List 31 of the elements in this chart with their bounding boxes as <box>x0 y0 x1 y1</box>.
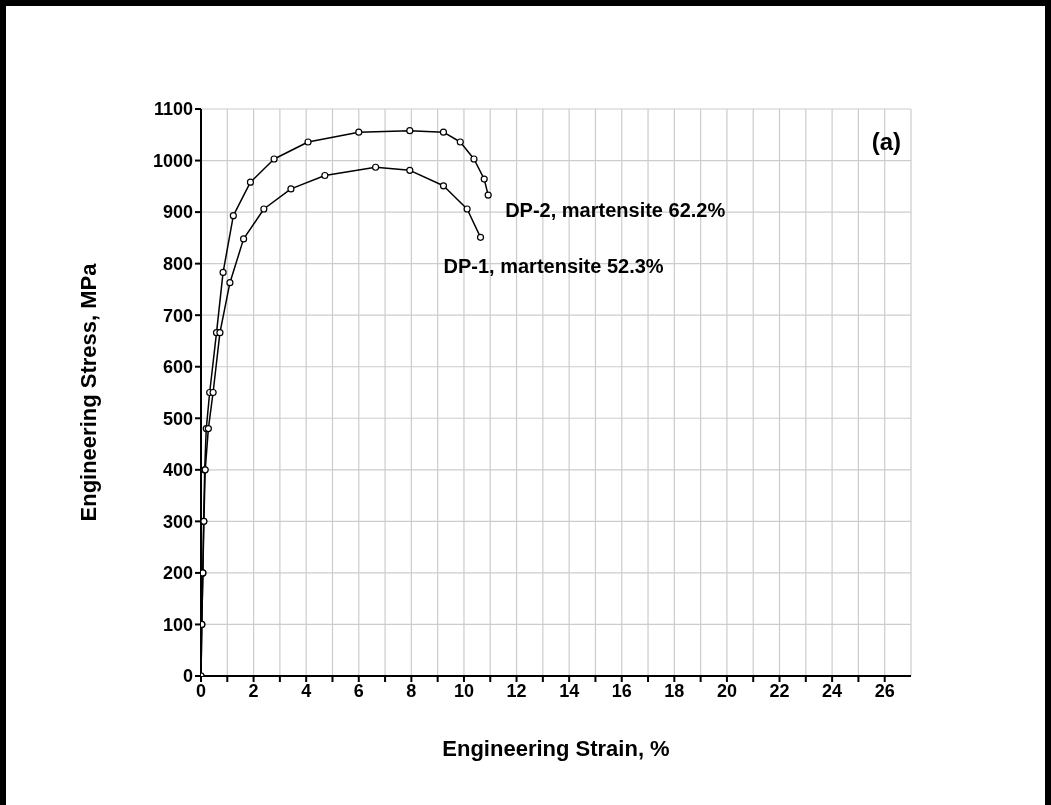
series-label: DP-1, martensite 52.3% <box>443 255 664 278</box>
x-tick-label: 24 <box>822 680 843 701</box>
y-tick-label: 500 <box>162 408 193 429</box>
y-tick-label: 1000 <box>152 150 193 171</box>
x-tick-label: 16 <box>611 680 632 701</box>
x-tick-label: 14 <box>559 680 580 701</box>
y-tick-label: 800 <box>162 254 193 275</box>
x-tick-label: 26 <box>874 680 895 701</box>
x-tick-label: 22 <box>769 680 790 701</box>
x-tick-label: 12 <box>506 680 527 701</box>
y-tick-label: 400 <box>162 460 193 481</box>
x-tick-label: 4 <box>301 680 312 701</box>
x-tick-label: 10 <box>453 680 474 701</box>
y-tick-label: 900 <box>162 202 193 223</box>
y-tick-label: 600 <box>162 357 193 378</box>
y-tick-label: 700 <box>162 305 193 326</box>
series-label: DP-2, martensite 62.2% <box>505 199 726 222</box>
annotation: (a) <box>871 128 901 156</box>
x-tick-label: 2 <box>248 680 259 701</box>
x-tick-label: 18 <box>664 680 685 701</box>
y-tick-label: 300 <box>162 511 193 532</box>
y-tick-label: 200 <box>162 563 193 584</box>
x-tick-label: 20 <box>716 680 737 701</box>
x-tick-label: 6 <box>353 680 364 701</box>
x-tick-label: 0 <box>195 680 207 701</box>
x-axis-title: Engineering Strain, % <box>442 736 670 761</box>
y-axis-title: Engineering Stress, MPa <box>75 262 101 522</box>
y-tick-label: 100 <box>162 614 193 635</box>
y-tick-label: 0 <box>182 666 193 687</box>
x-tick-label: 8 <box>406 680 417 701</box>
y-tick-label: 1100 <box>153 99 193 120</box>
